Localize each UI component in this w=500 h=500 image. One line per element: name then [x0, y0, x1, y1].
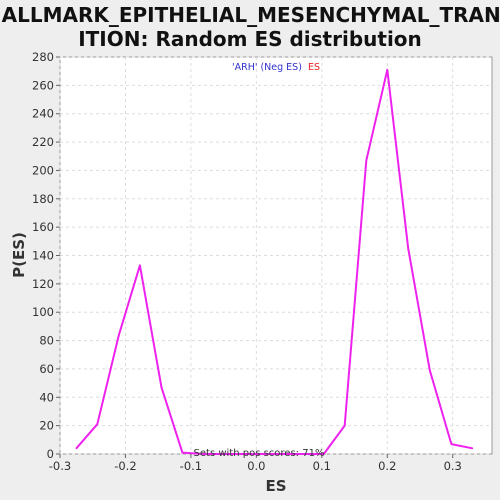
data-point: [365, 159, 368, 162]
x-tick-label: 0.2: [378, 459, 396, 473]
legend-es-label: ES: [308, 62, 320, 73]
y-tick-label: 200: [32, 163, 54, 177]
y-tick-label: 140: [32, 249, 54, 263]
y-tick-label: 120: [32, 277, 54, 291]
data-point: [407, 247, 410, 250]
y-tick-label: 0: [47, 447, 54, 461]
x-axis-label: ES: [265, 477, 286, 495]
data-point: [322, 453, 325, 455]
x-tick-label: -0.3: [49, 459, 71, 473]
data-point: [450, 443, 453, 445]
x-tick-label: 0.1: [313, 459, 331, 473]
data-point: [471, 447, 474, 450]
legend: 'ARH' (Neg ES) ES: [232, 62, 320, 73]
x-tick-label: -0.1: [180, 459, 202, 473]
x-tick-label: -0.2: [114, 459, 136, 473]
y-tick-label: 260: [32, 78, 54, 92]
data-point: [386, 68, 389, 71]
data-point: [96, 423, 99, 426]
legend-neg-es-label: 'ARH' (Neg ES): [232, 62, 302, 73]
y-tick-label: 180: [32, 192, 54, 206]
y-tick-label: 220: [32, 135, 54, 149]
y-tick-label: 160: [32, 220, 54, 234]
data-point: [203, 453, 205, 455]
data-point: [429, 369, 431, 372]
data-point: [160, 386, 163, 389]
y-tick-label: 80: [39, 334, 54, 348]
x-tick-label: 0.0: [247, 459, 265, 473]
y-tick-label: 60: [39, 362, 54, 376]
pos-scores-annotation: Sets with pos scores: 71%: [194, 448, 325, 459]
y-tick-label: 240: [32, 107, 54, 121]
data-point: [118, 334, 120, 336]
series-layer: [75, 68, 474, 455]
data-point: [75, 447, 78, 450]
chart-title-line-2: ITION: Random ES distribution: [78, 27, 422, 51]
y-tick-label: 20: [39, 419, 54, 433]
y-tick-label: 40: [39, 390, 54, 404]
y-tick-label: 100: [32, 305, 54, 319]
data-point: [139, 264, 141, 267]
data-point: [343, 424, 346, 427]
x-tick-label: 0.3: [444, 459, 462, 473]
axis-ticks: 0 20 40 60 80 100 120 140 160 180 200 220 240 260 280 -…: [32, 50, 462, 473]
data-point: [181, 451, 184, 454]
y-tick-label: 280: [32, 50, 54, 64]
y-axis-label: P(ES): [10, 232, 28, 278]
chart-title-line-1: HALLMARK_EPITHELIAL_MESENCHYMAL_TRANS: [0, 3, 500, 27]
